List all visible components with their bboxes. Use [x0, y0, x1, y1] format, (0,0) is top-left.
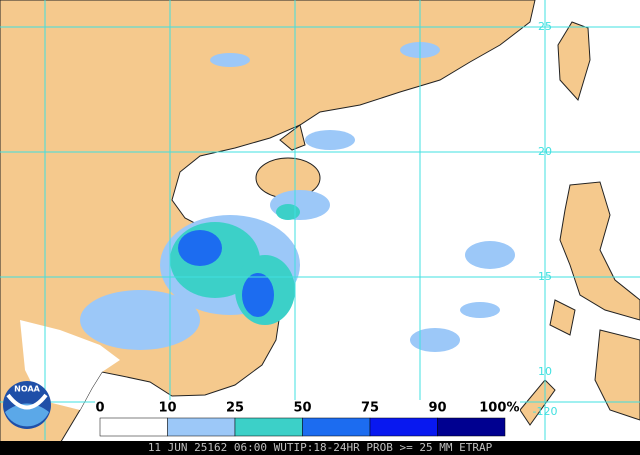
legend-label: 0	[95, 401, 104, 416]
lat-label: 20	[538, 145, 552, 158]
mindoro	[549, 299, 576, 336]
legend-swatch	[167, 417, 236, 437]
lat-label: 25	[538, 20, 552, 33]
grid-labels: 25 20 15 10 -120	[533, 20, 558, 418]
lat-label: 10	[538, 365, 552, 378]
legend-swatch	[437, 417, 506, 437]
legend-swatch	[302, 417, 371, 437]
noaa-logo: NOAA	[3, 381, 51, 429]
legend-label: 75	[361, 401, 379, 416]
lon-label: -120	[533, 405, 558, 418]
luzon	[559, 181, 640, 321]
legend: 0 10 25 50 75 90 100%	[95, 401, 520, 437]
legend-swatch	[99, 417, 168, 437]
logo-text: NOAA	[14, 385, 40, 394]
legend-label: 90	[428, 401, 446, 416]
footer-bar	[0, 441, 640, 455]
legend-label: 100	[479, 401, 506, 416]
footer-text: 11 JUN 25162 06:00 WUTIP:18-24HR PROB >=…	[148, 441, 493, 454]
taiwan	[557, 21, 591, 101]
legend-swatch	[369, 417, 438, 437]
legend-swatch	[234, 417, 303, 437]
visayas	[594, 329, 640, 421]
legend-label: 25	[226, 401, 244, 416]
lat-label: 15	[538, 270, 552, 283]
legend-label: 50	[293, 401, 311, 416]
legend-unit: %	[506, 401, 519, 416]
legend-label: 10	[158, 401, 176, 416]
leizhou	[279, 124, 306, 151]
rain-areas	[80, 42, 515, 352]
